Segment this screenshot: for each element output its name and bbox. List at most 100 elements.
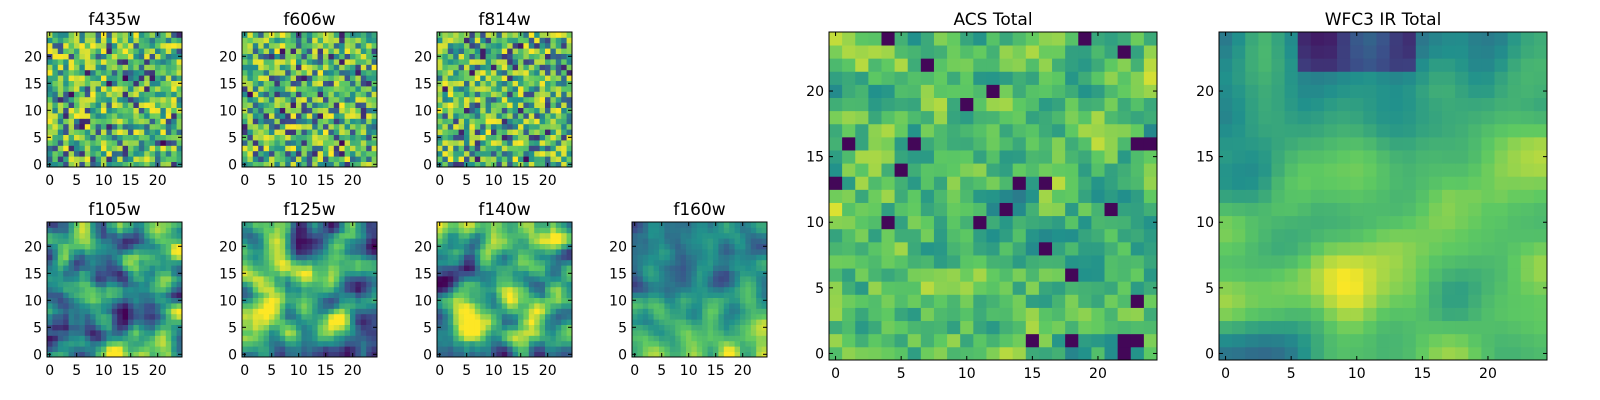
heatmap-cell xyxy=(501,249,508,255)
heatmap-cell xyxy=(485,238,492,244)
heatmap-cell xyxy=(333,303,340,309)
heatmap-cell xyxy=(149,129,156,135)
heatmap-cell xyxy=(437,249,443,255)
heatmap-cell xyxy=(680,335,687,342)
heatmap-cell xyxy=(458,313,465,320)
heatmap-cell xyxy=(323,340,329,347)
heatmap-cell xyxy=(566,129,573,135)
heatmap-cell xyxy=(63,319,69,325)
heatmap-cell xyxy=(63,254,69,261)
heatmap-cell xyxy=(534,281,540,288)
heatmap-cell xyxy=(290,313,297,320)
heatmap-cell xyxy=(723,351,730,358)
heatmap-cell xyxy=(894,294,909,308)
heatmap-cell xyxy=(258,324,264,331)
heatmap-cell xyxy=(165,86,172,92)
heatmap-cell xyxy=(756,346,762,352)
heatmap-cell xyxy=(447,32,454,38)
heatmap-cell xyxy=(52,123,59,130)
heatmap-cell xyxy=(686,227,692,234)
heatmap-cell xyxy=(496,297,503,304)
heatmap-cell xyxy=(106,238,113,244)
heatmap-cell xyxy=(328,64,335,71)
heatmap-cell xyxy=(79,297,86,304)
heatmap-cell xyxy=(366,32,372,38)
heatmap-cell xyxy=(165,145,172,152)
heatmap-cell xyxy=(1038,333,1053,348)
heatmap-cell xyxy=(507,59,513,65)
panel-title: f435w xyxy=(88,10,140,30)
heatmap-cell xyxy=(512,156,519,162)
heatmap-cell xyxy=(274,254,281,261)
heatmap-cell xyxy=(317,37,324,44)
heatmap-cell xyxy=(696,276,703,282)
heatmap-cell xyxy=(285,249,291,255)
heatmap-cell xyxy=(669,249,676,255)
heatmap-cell xyxy=(550,48,557,54)
heatmap-cell xyxy=(496,335,503,342)
heatmap-cell xyxy=(534,243,540,250)
heatmap-cell xyxy=(171,156,177,162)
heatmap-cell xyxy=(317,113,324,119)
heatmap-cell xyxy=(501,227,508,234)
heatmap-cell xyxy=(1038,294,1053,308)
heatmap-cell xyxy=(47,59,53,65)
heatmap-cell xyxy=(133,69,140,76)
heatmap-cell xyxy=(269,86,275,92)
heatmap-cell xyxy=(545,48,551,54)
heatmap-cell xyxy=(894,281,909,295)
heatmap-cell xyxy=(366,59,372,65)
heatmap-cell xyxy=(555,319,562,325)
heatmap-cell xyxy=(323,227,329,234)
heatmap-cell xyxy=(247,335,254,342)
heatmap-cell xyxy=(702,276,708,282)
heatmap-cell xyxy=(258,129,264,135)
heatmap-cell xyxy=(680,249,687,255)
heatmap-cell xyxy=(68,330,75,336)
heatmap-cell xyxy=(637,308,644,315)
heatmap-cell xyxy=(528,281,535,288)
heatmap-cell xyxy=(512,107,519,114)
heatmap-cell xyxy=(117,134,123,141)
heatmap-cell xyxy=(165,156,172,162)
heatmap-cell xyxy=(691,276,698,282)
heatmap-cell xyxy=(523,222,530,228)
heatmap-cell xyxy=(933,150,948,164)
heatmap-cell xyxy=(447,270,454,277)
heatmap-cell xyxy=(555,96,562,103)
heatmap-cell xyxy=(1065,215,1079,230)
heatmap-cell xyxy=(366,286,372,293)
heatmap-cell xyxy=(165,313,172,320)
heatmap-cell xyxy=(263,340,270,347)
heatmap-cell xyxy=(691,308,698,315)
heatmap-cell xyxy=(63,308,69,315)
heatmap-cell xyxy=(90,53,96,60)
heatmap-cell xyxy=(745,286,752,293)
panel-title: f140w xyxy=(478,200,530,220)
heatmap-cell xyxy=(171,308,177,315)
heatmap-cell xyxy=(1078,268,1092,282)
heatmap-cell xyxy=(723,292,730,298)
heatmap-cell xyxy=(702,292,708,298)
heatmap-cell xyxy=(111,270,118,277)
y-tick-label: 10 xyxy=(609,293,627,309)
heatmap-cell xyxy=(729,297,735,304)
heatmap-cell xyxy=(106,91,113,98)
heatmap-cell xyxy=(442,53,449,60)
heatmap-cell xyxy=(550,113,557,119)
heatmap-cell xyxy=(63,96,69,103)
heatmap-cell xyxy=(258,118,264,125)
heatmap-cell xyxy=(729,249,735,255)
heatmap-cell xyxy=(165,75,172,81)
heatmap-cell xyxy=(79,123,86,130)
heatmap-cell xyxy=(718,222,725,228)
heatmap-cell xyxy=(1025,202,1040,217)
heatmap-cell xyxy=(480,64,486,71)
heatmap-cell xyxy=(149,243,156,250)
heatmap-cell xyxy=(842,202,856,217)
heatmap-cell xyxy=(323,150,329,157)
panel-title: f125w xyxy=(283,200,335,220)
heatmap-cell xyxy=(566,64,573,71)
heatmap-cell xyxy=(653,346,660,352)
heatmap-cell xyxy=(523,150,530,157)
